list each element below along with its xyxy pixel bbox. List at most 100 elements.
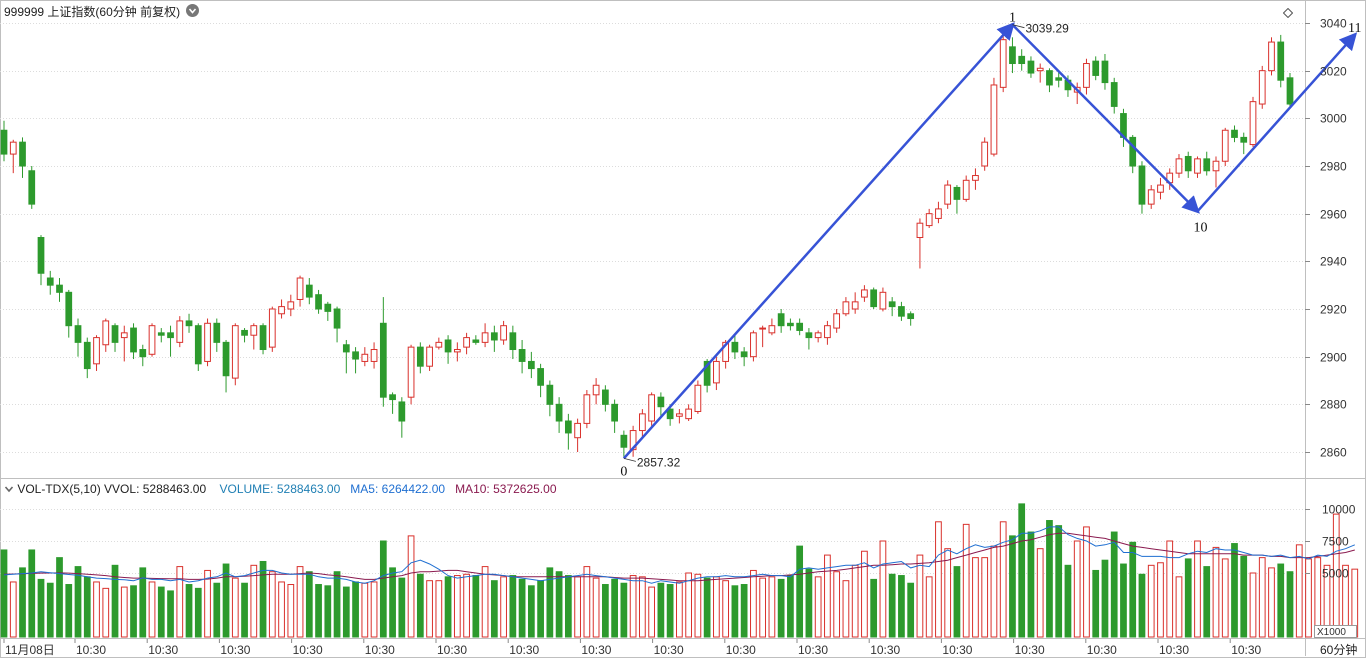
volume-bar (851, 564, 859, 638)
period-tag: (60分钟 前复权) (95, 5, 181, 19)
volume-bar (1175, 576, 1183, 638)
candle-body (861, 289, 868, 298)
candle (0, 120, 8, 162)
candle-body (527, 360, 535, 370)
volume-bar (342, 586, 350, 638)
candle (407, 344, 415, 405)
candle-body (111, 325, 119, 343)
candle-body (1212, 160, 1220, 172)
volume-bar (157, 586, 165, 638)
candle-body (666, 408, 674, 420)
candle (1277, 34, 1285, 88)
volume-bar (46, 582, 54, 638)
volume-bar (685, 572, 693, 638)
candle (1157, 177, 1164, 200)
volume-indicator-name: VOL-TDX(5,10) (17, 482, 101, 496)
candle (759, 325, 767, 348)
candle (287, 294, 295, 317)
volume-bar (287, 584, 295, 638)
candle (222, 339, 230, 393)
header-dropdown-icon[interactable] (186, 4, 199, 17)
volume-bar (1018, 503, 1026, 638)
candle-body (1184, 155, 1192, 172)
candle-body (1240, 136, 1248, 143)
candle (657, 392, 665, 417)
candle (879, 287, 887, 312)
volume-bar (185, 584, 193, 638)
volume-bars[interactable] (0, 503, 1359, 638)
candle (259, 323, 267, 355)
candle-body (1129, 136, 1137, 167)
volume-bar (981, 557, 989, 638)
volume-bar (1009, 535, 1016, 638)
candle (935, 201, 942, 224)
volume-bar (898, 575, 905, 638)
price-tick-label: 3020 (1320, 65, 1347, 79)
candle (1268, 37, 1275, 76)
volume-label: VOLUME: (219, 482, 274, 496)
value-leader (623, 457, 636, 462)
candle (435, 337, 443, 350)
candle-body (777, 313, 785, 327)
volume-bar (65, 584, 73, 638)
volume-bar (9, 581, 17, 638)
candle-body (1203, 158, 1211, 172)
candle-body (537, 368, 544, 386)
volume-bar (944, 548, 952, 638)
volume-bar (1073, 540, 1081, 638)
candle-body (796, 322, 804, 331)
candle-body (1046, 70, 1053, 86)
candle-body (490, 332, 498, 341)
candle-body (1092, 60, 1100, 76)
volume-bar (777, 578, 785, 638)
time-tick-label: 10:30 (1015, 643, 1045, 657)
candle (1120, 108, 1127, 147)
candle-body (1268, 41, 1275, 72)
volume-bar (0, 549, 8, 638)
volume-bar (1027, 531, 1035, 638)
volume-bar (555, 571, 563, 638)
candle-body (65, 291, 73, 327)
price-tick-label: 2960 (1320, 208, 1347, 222)
candle (324, 301, 332, 321)
ma5-line (3, 526, 1355, 584)
volume-bar (527, 585, 535, 638)
volume-bar (740, 584, 748, 638)
candlestick-series[interactable] (0, 34, 1294, 457)
candle (1175, 154, 1183, 178)
volume-header: VOL-TDX(5,10) VVOL: 5288463.00 VOLUME: 5… (4, 482, 557, 496)
volume-grid (0, 509, 1305, 574)
volume-expand-icon[interactable] (4, 483, 14, 493)
volume-bar (370, 581, 378, 638)
volume-bar (19, 567, 26, 638)
volume-bar (546, 567, 554, 638)
volume-bar (1147, 564, 1155, 638)
candle (305, 278, 313, 305)
volume-tick-label: 10000 (1322, 503, 1356, 517)
candle-body (703, 360, 711, 386)
candle (139, 344, 147, 367)
candle-body (574, 422, 581, 439)
candle (389, 392, 396, 414)
candle-body (167, 332, 174, 339)
candle-body (1036, 67, 1044, 72)
price-tick-label: 2900 (1320, 351, 1347, 365)
volume-bar (56, 557, 63, 638)
candle-body (999, 39, 1007, 88)
chart-header: 999999 上证指数(60分钟 前复权) (4, 3, 180, 20)
ma10-value: 5372625.00 (493, 482, 557, 496)
price-tick-label: 2920 (1320, 303, 1347, 317)
volume-bar (379, 540, 387, 638)
diamond-toggle-icon[interactable] (1282, 5, 1294, 19)
candle-body (768, 325, 776, 334)
candle (1231, 125, 1238, 143)
candle (1203, 151, 1211, 176)
volume-bar (1286, 571, 1294, 638)
candle (453, 342, 461, 362)
volume-bar (722, 580, 730, 638)
candle-body (435, 341, 443, 348)
candle (342, 339, 350, 374)
candle-body (305, 284, 313, 298)
candle-body (879, 291, 887, 310)
